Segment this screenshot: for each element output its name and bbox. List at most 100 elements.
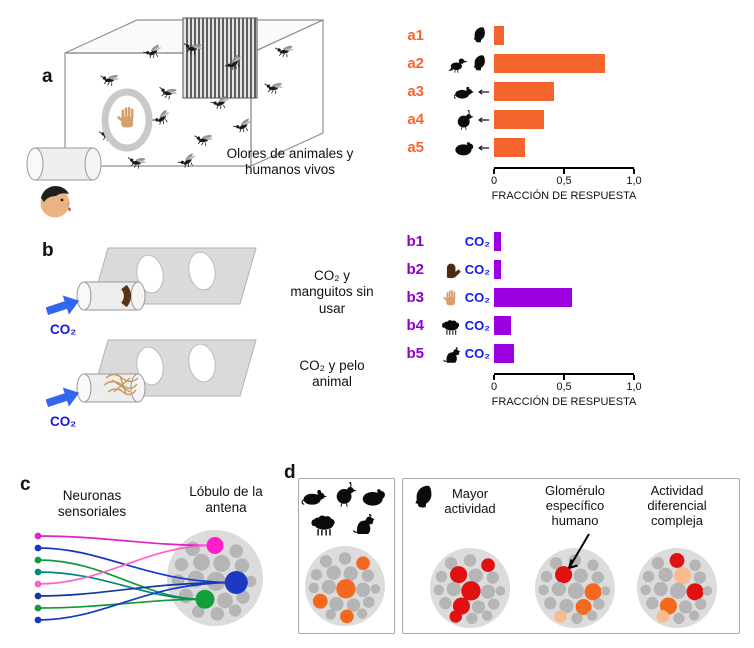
co2-label: CO₂ [464, 262, 490, 277]
glomerulus [651, 557, 665, 570]
glomeruli-cluster-mayor-actividad [430, 548, 510, 628]
glomerulus [433, 584, 444, 596]
x-tick-label: 0,5 [556, 175, 572, 187]
entry-tube [26, 147, 102, 181]
co2-label: CO₂ [50, 322, 76, 337]
co2-flow-arrow [46, 387, 80, 408]
bar-b4 [494, 316, 511, 335]
glomerulus [308, 582, 319, 594]
panel-c-right-title: Lóbulo de la antena [189, 484, 263, 516]
mosquito-icon [149, 107, 173, 128]
glomerulus [673, 612, 685, 625]
glomerulus [538, 584, 549, 596]
chart-row-b3: b3 CO₂ [392, 288, 654, 307]
glomeruli-cluster-animals [305, 546, 385, 626]
chart-row-b2: b2 CO₂ [392, 260, 654, 279]
glomerulus [695, 598, 707, 610]
category-label-b3: b3 [406, 289, 424, 306]
sensory-neuron-wire [37, 547, 234, 584]
glomerulus-active [669, 553, 685, 568]
glomerulus [319, 555, 333, 568]
row-icons-a3 [426, 82, 490, 101]
row-icons-a2 [426, 54, 490, 73]
panel-a-illustration [26, 17, 324, 218]
row-icons-a5 [426, 138, 490, 157]
mosquito-icon [124, 151, 149, 172]
chart-row-a2: a2 [392, 54, 654, 73]
mosquito-icon [98, 69, 121, 89]
glomerulus-active [195, 589, 215, 609]
glomerulus [600, 586, 611, 596]
category-label-a4: a4 [407, 111, 424, 128]
category-label-b2: b2 [406, 261, 424, 278]
glomerulus [567, 582, 585, 599]
panel-d-animals-content [301, 481, 385, 626]
sensory-neuron-wire [37, 571, 202, 601]
panel-c-label: c [20, 474, 31, 495]
sensory-neuron-soma [34, 544, 42, 552]
unused-cuff [121, 284, 131, 308]
glomerulus [325, 609, 336, 620]
row-icons-a1 [426, 26, 490, 45]
sensory-neuron-wire [37, 581, 234, 597]
co2-flow-arrow [46, 295, 80, 316]
sensory-neuron-soma [34, 556, 42, 564]
glomerulus [587, 559, 599, 571]
glomerulus [326, 565, 341, 580]
glomerulus [343, 566, 358, 581]
glomerulus-active [449, 610, 463, 623]
quail-icon [457, 109, 474, 130]
glomerulus [480, 584, 496, 599]
glomerulus-active [206, 537, 224, 555]
panel-a-chart: a1 a2 a3 a4 a5 0 0,5 1,0 FRACCIÓN DE RESPUESTA [392, 26, 654, 231]
glomerulus [213, 555, 231, 572]
category-label-a2: a2 [407, 55, 424, 72]
glomerulus [640, 584, 651, 596]
glomerulus [471, 600, 486, 614]
glomerulus-active [340, 609, 354, 624]
glomerulus [229, 544, 243, 558]
bar-a5 [494, 138, 525, 157]
sensory-neuron-wires [34, 532, 234, 624]
glomerulus [544, 597, 557, 610]
glomerulus [688, 610, 700, 621]
x-tick [493, 169, 495, 174]
arrow-left-icon [478, 116, 490, 123]
x-tick [563, 375, 565, 380]
panel-c-illustration [34, 530, 263, 626]
glomerulus [229, 604, 242, 617]
row-icons-b2: CO₂ [426, 260, 490, 279]
glomerulus [642, 570, 655, 583]
category-label-a3: a3 [407, 83, 424, 100]
x-tick-label: 0 [490, 175, 498, 187]
port-window [136, 254, 164, 294]
hand-icon [442, 289, 456, 305]
glove-icon [446, 263, 460, 278]
glomerulus-active [554, 610, 568, 623]
panel-b-caption-2: CO₂ y pelo animal [299, 358, 365, 390]
glomerulus-active [336, 579, 356, 599]
glomerulus [702, 586, 713, 596]
panel-b-caption-1: CO₂ y manguitos sin usar [290, 268, 374, 316]
glomeruli-cluster-glomerulo-humano [535, 548, 615, 628]
port-window [136, 346, 164, 386]
glomerulus-active [686, 583, 704, 601]
antennal-lobe-active-glomeruli [195, 537, 248, 609]
glomerulus [653, 581, 668, 597]
glomerulus [689, 559, 701, 571]
glomeruli-cluster-actividad-compleja [637, 548, 717, 628]
glomerulus-active [481, 558, 495, 573]
glomerulus [658, 567, 673, 582]
x-axis-title: FRACCIÓN DE RESPUESTA [491, 396, 637, 408]
co2-label: CO₂ [50, 414, 76, 429]
glomerulus [435, 570, 448, 583]
glomerulus-active [356, 556, 370, 571]
co2-label: CO₂ [464, 318, 490, 333]
category-label-b4: b4 [406, 317, 424, 334]
x-tick-label: 1,0 [626, 175, 642, 187]
glomerulus-active [452, 597, 470, 615]
glomerulus [573, 568, 588, 583]
human-head-icon [473, 26, 485, 42]
panel-b-setup-cuffs: CO₂ [46, 247, 257, 337]
glomerulus [192, 605, 205, 618]
